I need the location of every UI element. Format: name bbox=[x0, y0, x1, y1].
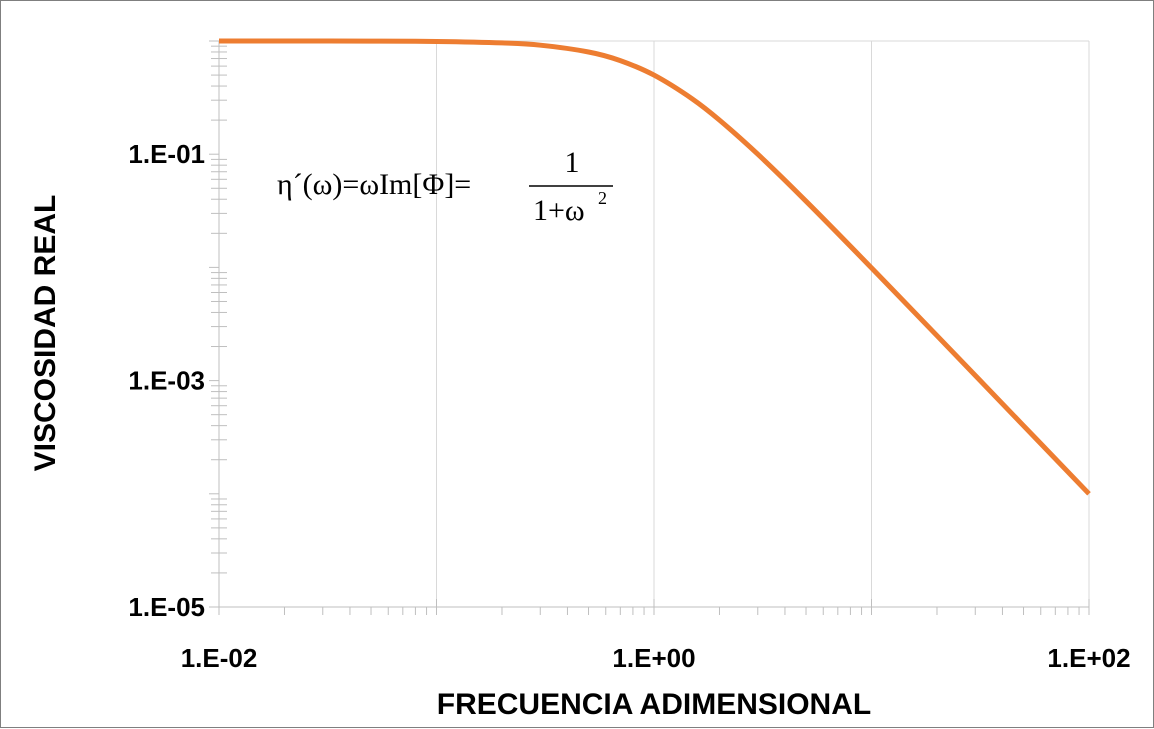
axis-layer bbox=[209, 40, 1090, 615]
y-tick-label: 1.E-05 bbox=[128, 592, 205, 622]
formula-denominator: 1+ω bbox=[533, 194, 585, 227]
x-axis-title: FRECUENCIA ADIMENSIONAL bbox=[437, 688, 871, 721]
x-tick-label: 1.E-02 bbox=[181, 643, 258, 673]
formula-exponent: 2 bbox=[598, 188, 607, 208]
series-layer bbox=[218, 38, 1091, 496]
tick-label-layer: 1.E-02 1.E+00 1.E+02 1.E-05 1.E-03 1.E-01 bbox=[128, 139, 1130, 673]
formula-numerator: 1 bbox=[565, 146, 580, 179]
formula-annotation: η´(ω)=ωIm[Φ]= 1 1+ω 2 bbox=[277, 146, 613, 227]
y-axis-title: VISCOSIDAD REAL bbox=[29, 195, 62, 472]
x-tick-label: 1.E+02 bbox=[1047, 643, 1130, 673]
y-tick-label: 1.E-01 bbox=[128, 139, 205, 169]
formula-lhs: η´(ω)=ωIm[Φ]= bbox=[277, 168, 471, 201]
y-tick-label: 1.E-03 bbox=[128, 366, 205, 396]
grid-layer bbox=[218, 40, 1090, 607]
series-line bbox=[218, 38, 1091, 496]
x-tick-label: 1.E+00 bbox=[612, 643, 695, 673]
